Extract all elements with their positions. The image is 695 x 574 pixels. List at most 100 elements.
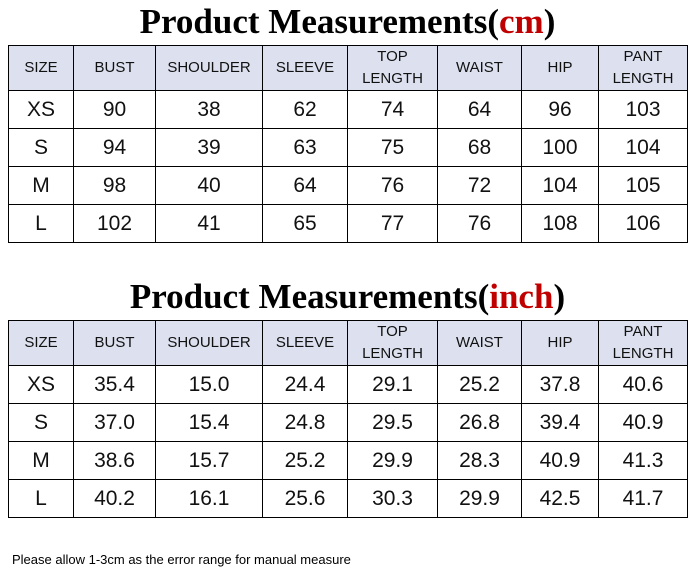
header-cell: HIP [521,320,599,366]
cell: 105 [598,166,688,205]
header-row: SIZE BUST SHOULDER SLEEVE TOP LENGTH WAIST HIP… [8,320,688,366]
header-cell: BUST [73,320,156,366]
cell: 24.8 [262,403,348,442]
header-cell: WAIST [437,45,522,91]
cell: 15.0 [155,365,263,404]
cell: 29.9 [437,479,522,518]
table: SIZE BUST SHOULDER SLEEVE TOP LENGTH WAIST HIP… [8,45,688,243]
title-text: ) [553,277,566,316]
cell: 104 [521,166,599,205]
header-cell: HIP [521,45,599,91]
cell: 100 [521,128,599,167]
row: L 40.2 16.1 25.6 30.3 29.9 42.5 41.7 [8,479,688,518]
cell: 41 [155,204,263,243]
row: XS 35.4 15.0 24.4 29.1 25.2 37.8 40.6 [8,365,688,404]
cell: 38.6 [73,441,156,480]
header-cell: SLEEVE [262,320,348,366]
row: XS 90 38 62 74 64 96 103 [8,90,688,129]
header-cell: TOP LENGTH [347,320,438,366]
header-cell: BUST [73,45,156,91]
row: S 94 39 63 75 68 100 104 [8,128,688,167]
cell: 29.5 [347,403,438,442]
cell: 103 [598,90,688,129]
cell: 29.9 [347,441,438,480]
cell: 62 [262,90,348,129]
cell: XS [8,365,74,404]
cell: 15.4 [155,403,263,442]
cell: M [8,441,74,480]
cell: 40.6 [598,365,688,404]
cell: 75 [347,128,438,167]
cell: 37.8 [521,365,599,404]
title-unit: cm [498,2,544,41]
cell: L [8,204,74,243]
header-cell: SHOULDER [155,320,263,366]
row: L 102 41 65 77 76 108 106 [8,204,688,243]
cell: 108 [521,204,599,243]
cell: 76 [437,204,522,243]
cell: 40.9 [598,403,688,442]
title-text: ) [543,2,556,41]
cell: 41.3 [598,441,688,480]
cell: 102 [73,204,156,243]
cell: XS [8,90,74,129]
cell: 25.6 [262,479,348,518]
header-cell: SIZE [8,320,74,366]
row: S 37.0 15.4 24.8 29.5 26.8 39.4 40.9 [8,403,688,442]
cell: S [8,128,74,167]
cell: 25.2 [437,365,522,404]
header-cell: SIZE [8,45,74,91]
table: SIZE BUST SHOULDER SLEEVE TOP LENGTH WAIST HIP… [8,320,688,518]
title: Product Measurements(inch) [0,277,695,317]
cell: 41.7 [598,479,688,518]
cell: 68 [437,128,522,167]
cell: 15.7 [155,441,263,480]
cell: 38 [155,90,263,129]
cell: 64 [437,90,522,129]
cell: 39 [155,128,263,167]
title: Product Measurements(cm) [0,2,695,42]
cell: 39.4 [521,403,599,442]
cell: 65 [262,204,348,243]
row: M 98 40 64 76 72 104 105 [8,166,688,205]
header-cell: PANT LENGTH [598,45,688,91]
cell: 74 [347,90,438,129]
cell: 63 [262,128,348,167]
header-cell: PANT LENGTH [598,320,688,366]
cell: 42.5 [521,479,599,518]
cell: 26.8 [437,403,522,442]
title-text: Product Measurements( [129,277,490,316]
cell: 77 [347,204,438,243]
header-cell: TOP LENGTH [347,45,438,91]
cell: 40.9 [521,441,599,480]
cell: 76 [347,166,438,205]
cell: 96 [521,90,599,129]
header-cell: WAIST [437,320,522,366]
row: M 38.6 15.7 25.2 29.9 28.3 40.9 41.3 [8,441,688,480]
cell: 16.1 [155,479,263,518]
cell: 28.3 [437,441,522,480]
cell: 64 [262,166,348,205]
cell: 25.2 [262,441,348,480]
cell: 106 [598,204,688,243]
header-row: SIZE BUST SHOULDER SLEEVE TOP LENGTH WAIST HIP… [8,45,688,91]
cell: M [8,166,74,205]
cell: S [8,403,74,442]
cell: 104 [598,128,688,167]
cell: 37.0 [73,403,156,442]
cell: L [8,479,74,518]
cell: 90 [73,90,156,129]
cell: 40 [155,166,263,205]
cell: 29.1 [347,365,438,404]
cell: 24.4 [262,365,348,404]
cell: 94 [73,128,156,167]
cell: 35.4 [73,365,156,404]
header-cell: SHOULDER [155,45,263,91]
footer-note: Please allow 1-3cm as the error range fo… [12,552,351,567]
title-unit: inch [489,277,554,316]
cell: 98 [73,166,156,205]
header-cell: SLEEVE [262,45,348,91]
cell: 30.3 [347,479,438,518]
title-text: Product Measurements( [139,2,499,41]
